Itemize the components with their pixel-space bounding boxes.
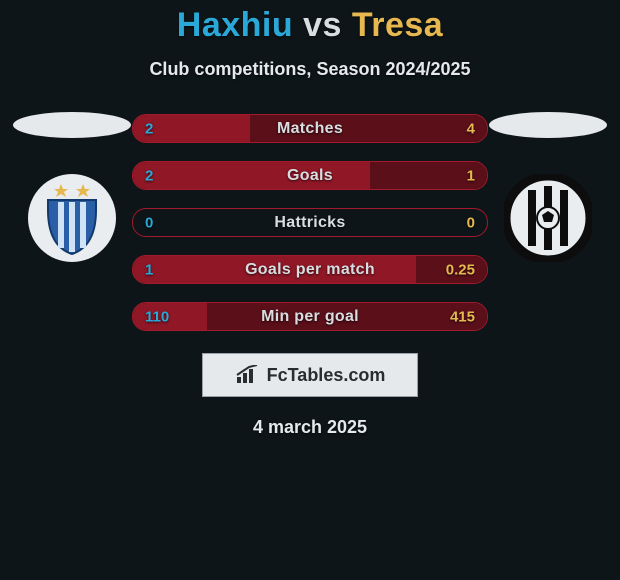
kf-laci-logo (504, 174, 592, 262)
stat-value-left: 110 (145, 308, 169, 325)
stat-value-left: 2 (145, 120, 153, 137)
stat-value-right: 0 (467, 214, 475, 231)
stat-bar: 110 415 Min per goal (132, 302, 488, 331)
vs-text: vs (303, 6, 342, 44)
comparison-card: Haxhiu vs Tresa Club competitions, Seaso… (0, 0, 620, 438)
stat-bar: 1 0.25 Goals per match (132, 255, 488, 284)
stat-label: Min per goal (261, 308, 359, 326)
brand-box: FcTables.com (202, 353, 418, 397)
subtitle: Club competitions, Season 2024/2025 (0, 59, 620, 80)
stat-label: Matches (277, 120, 343, 138)
brand-text: FcTables.com (267, 365, 386, 386)
stat-value-right: 415 (450, 308, 475, 325)
fctables-icon (235, 365, 261, 385)
stat-label: Goals (287, 167, 333, 185)
bar-fill-left (133, 162, 370, 189)
generated-date: 4 march 2025 (0, 417, 620, 438)
player2-name: Tresa (352, 6, 443, 44)
stat-value-right: 1 (467, 167, 475, 184)
kf-tirana-logo (28, 174, 116, 262)
stat-value-left: 2 (145, 167, 153, 184)
left-shadow-ellipse (13, 112, 131, 138)
stat-bar: 2 4 Matches (132, 114, 488, 143)
stat-bars: 2 4 Matches 2 1 Goals 0 0 Hattricks 1 0.25 Goals pe… (132, 114, 488, 331)
stat-label: Hattricks (274, 214, 345, 232)
stat-value-left: 0 (145, 214, 153, 231)
left-side (12, 114, 132, 262)
stat-bar: 2 1 Goals (132, 161, 488, 190)
player1-name: Haxhiu (177, 6, 293, 44)
stat-label: Goals per match (245, 261, 375, 279)
right-shadow-ellipse (489, 112, 607, 138)
stat-value-right: 4 (467, 120, 475, 137)
right-side (488, 114, 608, 262)
stat-bar: 0 0 Hattricks (132, 208, 488, 237)
content-row: 2 4 Matches 2 1 Goals 0 0 Hattricks 1 0.25 Goals pe… (0, 114, 620, 331)
page-title: Haxhiu vs Tresa (0, 6, 620, 45)
stat-value-left: 1 (145, 261, 153, 278)
stat-value-right: 0.25 (446, 261, 475, 278)
